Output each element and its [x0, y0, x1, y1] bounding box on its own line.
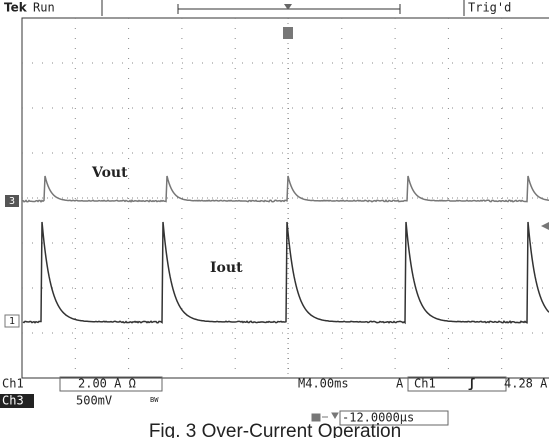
- caption: Fig. 3 Over-Current Operation: [149, 421, 401, 438]
- trigger-status: Trig'd: [468, 1, 511, 15]
- trace-label: Vout: [91, 165, 128, 181]
- level-marker: [541, 222, 549, 230]
- ch1-scale: 2.00 A Ω: [78, 377, 136, 391]
- trigger-offset-icon: [312, 413, 338, 421]
- run-state: Run: [33, 1, 55, 15]
- graticule: [22, 18, 549, 378]
- trigger-mode: A: [396, 377, 404, 391]
- timebase: M4.00ms: [298, 377, 349, 391]
- trigger-marker: [283, 27, 293, 39]
- trigger-level: 4.28 A: [504, 377, 548, 391]
- trigger-slope: ʃ: [468, 377, 475, 391]
- iout-trace: [23, 222, 549, 323]
- trace-label: Iout: [210, 260, 243, 276]
- screen-border: [22, 18, 549, 378]
- ch3-scale: 500mV: [76, 394, 112, 408]
- brand: Tek: [4, 1, 28, 15]
- ch1-name: Ch1: [2, 377, 24, 391]
- page: Tek Run Trig'd 3 1 Vout Iout Ch1 2.00 A …: [0, 0, 549, 438]
- ch3-name: Ch3: [2, 394, 24, 408]
- bandwidth: BW: [150, 396, 159, 404]
- trigger-source: Ch1: [414, 377, 436, 391]
- scope-screenshot: Tek Run Trig'd 3 1 Vout Iout Ch1 2.00 A …: [0, 0, 549, 438]
- ch3-marker: 3: [9, 196, 15, 207]
- ch1-marker: 1: [9, 316, 15, 327]
